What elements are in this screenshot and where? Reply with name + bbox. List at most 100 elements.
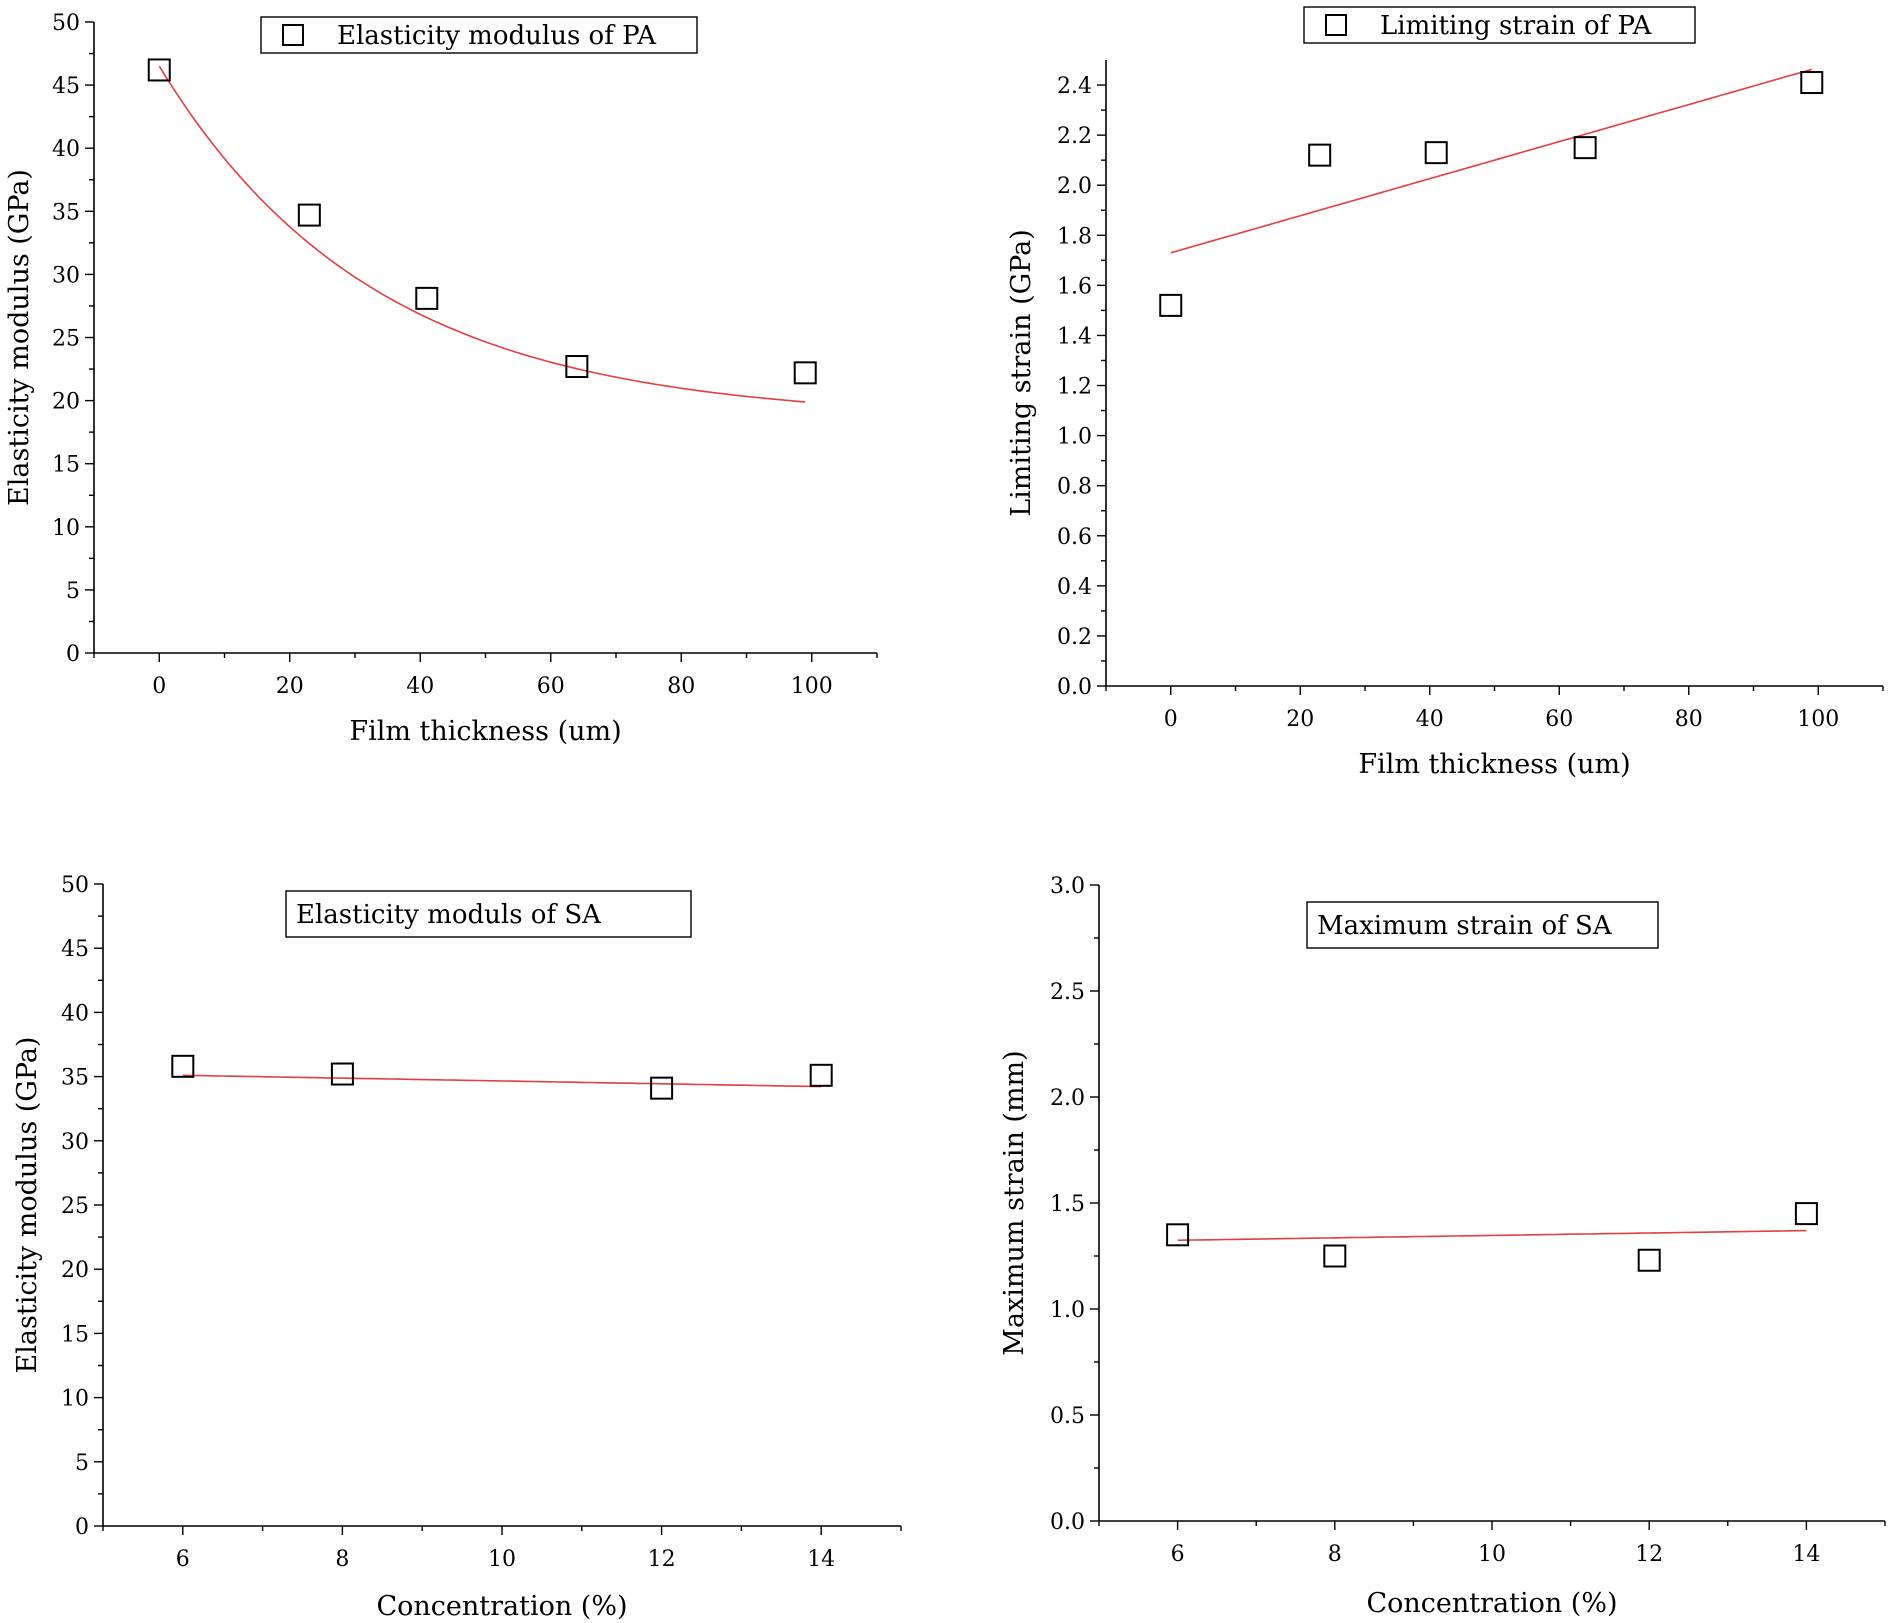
x-tick-label: 20: [1286, 707, 1314, 732]
y-tick-label: 2.4: [1057, 74, 1092, 99]
y-tick-label: 1.2: [1057, 375, 1092, 400]
y-tick-label: 15: [61, 1322, 89, 1347]
y-axis-label: Limiting strain (GPa): [1006, 229, 1037, 517]
y-tick-label: 2.2: [1057, 124, 1092, 149]
data-point: [1424, 141, 1448, 165]
data-point: [1573, 136, 1597, 160]
x-axis-label: Concentration (%): [376, 1591, 627, 1622]
data-point: [147, 58, 171, 82]
data-point: [171, 1054, 195, 1078]
legend-marker: [282, 24, 304, 46]
fit-line: [182, 1074, 822, 1088]
y-axis-label: Maximum strain (mm): [999, 1050, 1030, 1355]
y-tick-label: 0: [66, 642, 80, 667]
y-tick-label: 1.5: [1050, 1192, 1085, 1217]
y-axis-label: Elasticity modulus (GPa): [4, 169, 35, 506]
y-tick-label: 0.0: [1050, 1510, 1085, 1535]
y-tick-label: 5: [75, 1451, 89, 1476]
x-tick-label: 6: [176, 1547, 190, 1572]
x-tick-label: 60: [1545, 707, 1573, 732]
y-tick-label: 10: [52, 516, 80, 541]
y-tick-label: 15: [52, 453, 80, 478]
x-axis-label: Film thickness (um): [1358, 749, 1630, 780]
data-point: [1800, 71, 1824, 95]
y-tick-label: 30: [61, 1130, 89, 1155]
y-tick-label: 30: [52, 263, 80, 288]
legend-label: Elasticity moduls of SA: [296, 900, 602, 930]
y-tick-label: 0.8: [1057, 475, 1092, 500]
y-tick-label: 2.0: [1057, 174, 1092, 199]
x-tick-label: 12: [1635, 1542, 1663, 1567]
y-tick-label: 50: [52, 11, 80, 36]
x-tick-label: 14: [807, 1547, 835, 1572]
y-tick-label: 0.2: [1057, 625, 1092, 650]
data-point: [1159, 293, 1183, 317]
y-tick-label: 25: [61, 1194, 89, 1219]
data-point: [1794, 1202, 1818, 1226]
data-point: [1308, 143, 1332, 167]
data-point: [1637, 1248, 1661, 1272]
x-tick-label: 40: [1416, 707, 1444, 732]
y-axis-label: Elasticity modulus (GPa): [12, 1037, 43, 1374]
y-tick-label: 40: [61, 1001, 89, 1026]
x-tick-label: 8: [335, 1547, 349, 1572]
y-tick-label: 0: [75, 1515, 89, 1540]
fit-line: [158, 65, 806, 403]
x-axis-label: Concentration (%): [1366, 1588, 1617, 1619]
x-tick-label: 80: [667, 674, 695, 699]
y-tick-label: 25: [52, 327, 80, 352]
data-point: [565, 355, 589, 379]
legend-label: Limiting strain of PA: [1380, 11, 1653, 41]
x-tick-label: 20: [276, 674, 304, 699]
x-tick-label: 14: [1792, 1542, 1820, 1567]
data-point: [809, 1063, 833, 1087]
y-tick-label: 0.4: [1057, 575, 1092, 600]
x-tick-label: 100: [791, 674, 833, 699]
y-tick-label: 1.0: [1050, 1298, 1085, 1323]
data-point: [330, 1062, 354, 1086]
x-tick-label: 40: [406, 674, 434, 699]
legend-box: [1303, 6, 1696, 44]
legend-box: [285, 890, 692, 938]
data-point: [297, 203, 321, 227]
y-tick-label: 45: [61, 937, 89, 962]
legend-label: Elasticity modulus of PA: [337, 21, 657, 51]
y-tick-label: 20: [61, 1258, 89, 1283]
x-tick-label: 10: [1478, 1542, 1506, 1567]
y-tick-label: 1.0: [1057, 425, 1092, 450]
y-tick-label: 10: [61, 1387, 89, 1412]
fit-line: [1177, 1229, 1807, 1242]
x-tick-label: 12: [648, 1547, 676, 1572]
data-point: [793, 361, 817, 385]
chart-elasticity-modulus-sa: 0 5 10 15 20 25 30 35 40 45 50 6 8 10 12 14 Concentratio…: [12, 873, 902, 1622]
fit-line: [1170, 68, 1813, 254]
data-point: [650, 1076, 674, 1100]
y-tick-label: 45: [52, 74, 80, 99]
chart-elasticity-modulus-pa: 0 5 10 15 20 25 30 35 40 45 50 0 20 40 60 80 100 Film thi…: [4, 11, 878, 747]
data-point: [1323, 1244, 1347, 1268]
y-tick-label: 35: [52, 200, 80, 225]
y-tick-label: 50: [61, 873, 89, 898]
y-tick-label: 0.6: [1057, 525, 1092, 550]
y-tick-label: 5: [66, 579, 80, 604]
x-tick-label: 10: [488, 1547, 516, 1572]
y-tick-label: 3.0: [1050, 874, 1085, 899]
legend-box: [260, 16, 698, 54]
y-tick-label: 1.4: [1057, 324, 1092, 349]
y-tick-label: 40: [52, 137, 80, 162]
data-point: [415, 286, 439, 310]
x-tick-label: 8: [1328, 1542, 1342, 1567]
y-tick-label: 2.5: [1050, 980, 1085, 1005]
x-tick-label: 60: [537, 674, 565, 699]
legend-box: [1306, 901, 1659, 949]
y-tick-label: 0.0: [1057, 675, 1092, 700]
legend-label: Maximum strain of SA: [1317, 911, 1613, 941]
data-point: [1166, 1223, 1190, 1247]
x-tick-label: 80: [1675, 707, 1703, 732]
legend-marker: [1325, 14, 1347, 36]
x-tick-label: 6: [1171, 1542, 1185, 1567]
y-tick-label: 0.5: [1050, 1404, 1085, 1429]
y-tick-label: 35: [61, 1066, 89, 1091]
x-axis-label: Film thickness (um): [349, 716, 621, 747]
